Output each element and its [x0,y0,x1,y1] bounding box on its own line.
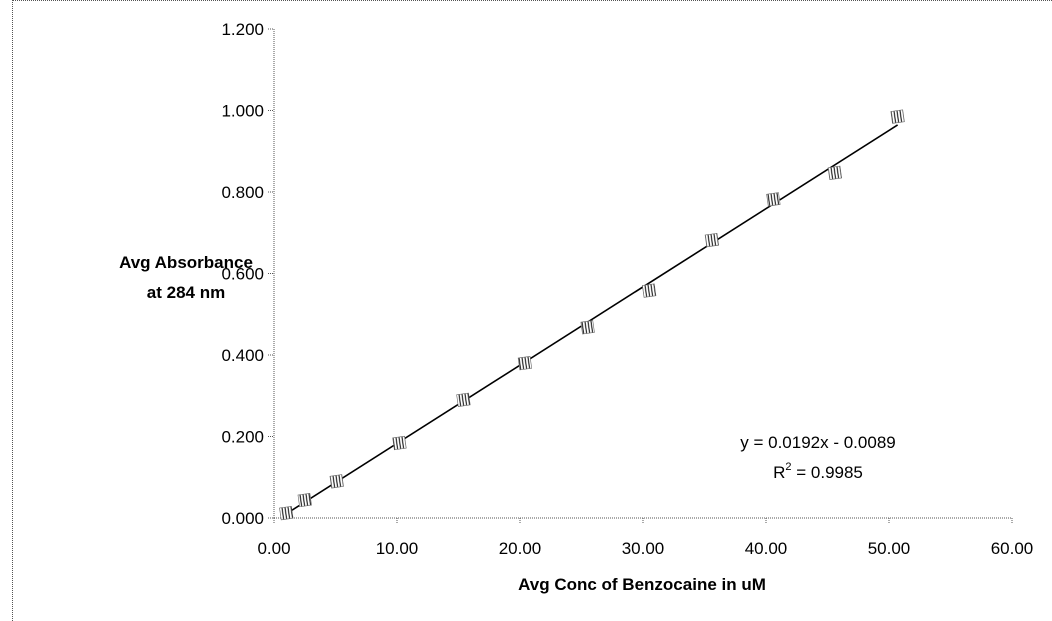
data-point [456,392,471,407]
trendline-equation: y = 0.0192x - 0.0089 [740,433,895,452]
chart-frame [12,0,1052,621]
data-point [297,492,312,508]
x-tick-label: 10.00 [376,539,419,558]
y-tick-label: 0.000 [221,509,264,528]
x-tick-label: 40.00 [745,539,788,558]
y-tick-label: 0.200 [221,428,264,447]
x-tick-label: 50.00 [868,539,911,558]
data-point [704,232,719,248]
x-tick-label: 0.00 [257,539,290,558]
data-point [827,165,842,180]
r-squared-label: R2 = 0.9985 [773,461,863,482]
y-tick-label: 1.200 [221,20,264,39]
data-point [329,474,344,489]
data-point [766,192,781,207]
data-points [279,109,905,521]
data-point [517,356,533,371]
x-tick-label: 30.00 [622,539,665,558]
y-axis-title-line-1: Avg Absorbance [119,253,253,272]
r-squared-symbol: R [773,463,785,482]
x-tick-label: 60.00 [991,539,1034,558]
x-tick-label: 20.00 [499,539,542,558]
y-tick-label: 0.400 [221,346,264,365]
data-point [890,109,905,124]
data-point [642,283,657,298]
x-axis-title: Avg Conc of Benzocaine in uM [518,575,766,594]
trendline [285,124,899,515]
data-point [392,435,407,451]
trendline-layer [285,124,899,515]
y-tick-label: 1.000 [221,102,264,121]
y-axis-title-line-2: at 284 nm [147,283,225,302]
r-squared-exponent: 2 [785,461,791,473]
data-point [279,505,294,521]
y-tick-label: 0.800 [221,183,264,202]
data-point [580,320,595,335]
r-squared-value: = 0.9985 [792,463,863,482]
x-axis: 0.00 10.00 20.00 30.00 40.00 50.00 60.00 [257,517,1034,558]
y-axis: 0.000 0.200 0.400 0.600 0.800 1.000 1.200 [221,20,275,528]
y-tick-label: 0.600 [221,265,264,284]
